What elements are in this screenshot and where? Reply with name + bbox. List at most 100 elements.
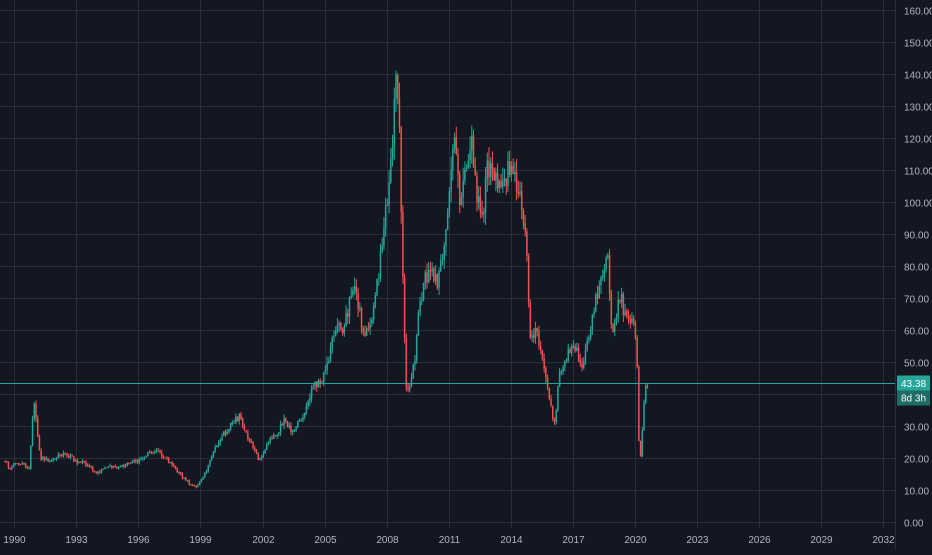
candle-body bbox=[76, 460, 79, 464]
candle-body bbox=[259, 459, 261, 461]
candle-body bbox=[412, 364, 414, 378]
candle-body bbox=[219, 439, 222, 443]
time-axis[interactable]: 1990 1993 1996 1999 2002 2005 2008 2011 2014 2017… bbox=[3, 535, 895, 546]
candle-body bbox=[591, 314, 594, 330]
candle-body bbox=[596, 294, 599, 299]
candle-body bbox=[217, 442, 220, 446]
candle-body bbox=[148, 452, 151, 454]
candle-body bbox=[539, 345, 542, 351]
candle-body bbox=[443, 246, 445, 260]
x-tick-label: 2014 bbox=[500, 535, 523, 546]
candle-body bbox=[433, 268, 435, 281]
candle-body bbox=[267, 441, 270, 444]
candle-body bbox=[281, 423, 284, 426]
candle-body bbox=[345, 313, 347, 327]
candle-body bbox=[324, 369, 327, 373]
candle-body bbox=[83, 460, 85, 463]
candle-body bbox=[576, 347, 578, 351]
candle-body bbox=[248, 438, 251, 441]
x-tick-label: 2026 bbox=[748, 535, 771, 546]
candle-body bbox=[519, 191, 521, 194]
candle-body bbox=[538, 331, 540, 346]
candle-body bbox=[379, 251, 382, 278]
candle-body bbox=[548, 387, 551, 399]
candle-body bbox=[310, 389, 313, 398]
y-tick-label: 20.00 bbox=[904, 455, 929, 466]
candle-body bbox=[52, 459, 54, 461]
candle-body bbox=[341, 328, 344, 334]
candle-body bbox=[574, 345, 576, 351]
candle-body bbox=[350, 295, 352, 298]
candle-body bbox=[581, 363, 583, 368]
candle-body bbox=[179, 472, 182, 474]
candle-body bbox=[210, 456, 213, 461]
candle-body bbox=[424, 272, 427, 284]
candle-body bbox=[71, 455, 73, 457]
candle-body bbox=[33, 403, 36, 419]
candle-body bbox=[393, 99, 396, 148]
x-tick-label: 1993 bbox=[65, 535, 88, 546]
candle-body bbox=[331, 337, 334, 348]
candle-body bbox=[188, 480, 191, 485]
candle-body bbox=[617, 299, 619, 318]
candle-body bbox=[126, 462, 129, 466]
candle-body bbox=[386, 205, 389, 207]
candle-body bbox=[422, 283, 425, 301]
candle-body bbox=[557, 386, 559, 411]
candle-body bbox=[553, 418, 556, 423]
candle-body bbox=[395, 75, 397, 100]
candle-body bbox=[541, 350, 544, 359]
candle-body bbox=[159, 450, 161, 453]
candle-body bbox=[534, 328, 537, 338]
candle-body bbox=[274, 435, 277, 437]
candle-body bbox=[471, 135, 473, 151]
candle-body bbox=[624, 311, 626, 315]
candle-body bbox=[626, 311, 628, 316]
countdown-badge bbox=[897, 390, 930, 406]
candle-body bbox=[278, 432, 280, 435]
candle-body bbox=[19, 464, 22, 466]
candle-body bbox=[260, 457, 263, 460]
candle-body bbox=[403, 277, 406, 338]
candle-body bbox=[517, 191, 520, 194]
candle-body bbox=[512, 165, 514, 174]
candle-body bbox=[14, 463, 17, 465]
candle-body bbox=[131, 460, 134, 463]
candle-body bbox=[247, 432, 249, 439]
candle-body bbox=[474, 166, 476, 176]
candle-body bbox=[357, 292, 359, 309]
candle-body bbox=[316, 381, 318, 387]
candle-body bbox=[586, 340, 588, 350]
candle-body bbox=[455, 137, 458, 154]
candle-body bbox=[374, 295, 377, 307]
candle-body bbox=[235, 416, 237, 423]
candle-body bbox=[369, 323, 371, 329]
candle-body bbox=[162, 456, 165, 458]
candle-body bbox=[257, 452, 259, 460]
candle-body bbox=[359, 307, 361, 309]
grid bbox=[0, 0, 895, 528]
candle-body bbox=[502, 180, 504, 187]
candle-body bbox=[147, 452, 149, 457]
candle-body bbox=[102, 468, 104, 470]
candle-body bbox=[524, 223, 526, 232]
candle-body bbox=[427, 270, 430, 283]
candle-body bbox=[271, 437, 273, 440]
candle-body bbox=[551, 405, 554, 419]
candle-body bbox=[116, 466, 118, 469]
candle-body bbox=[98, 471, 101, 473]
candle-body bbox=[467, 160, 470, 168]
candle-body bbox=[160, 452, 163, 457]
candle-body bbox=[12, 464, 15, 468]
candle-body bbox=[545, 368, 547, 378]
candle-body bbox=[166, 457, 168, 459]
candle-body bbox=[43, 456, 46, 460]
candle-body bbox=[112, 465, 115, 468]
candle-body bbox=[80, 461, 82, 463]
candle-body bbox=[322, 372, 325, 383]
y-tick-label: 100.00 bbox=[904, 199, 932, 210]
candle-body bbox=[303, 412, 306, 417]
candle-body bbox=[312, 386, 315, 390]
